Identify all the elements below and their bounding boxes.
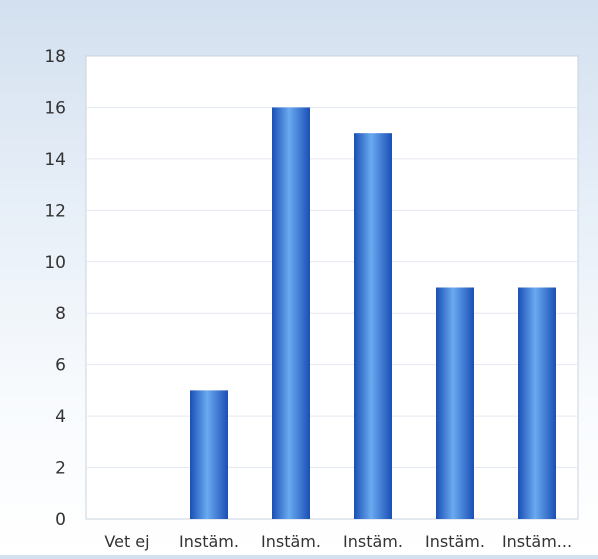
- bar: [190, 390, 228, 519]
- x-tick-label: Instäm.: [343, 532, 403, 551]
- bars: [190, 107, 556, 519]
- x-tick-label: Instäm...: [502, 532, 572, 551]
- y-tick-label: 2: [55, 459, 66, 479]
- x-axis: Vet ej Instäm. Instäm. Instäm. Instäm. Instäm…: [104, 532, 572, 551]
- x-tick-label: Instäm.: [425, 532, 485, 551]
- y-tick-label: 18: [44, 47, 66, 67]
- y-tick-label: 6: [55, 356, 66, 376]
- bar: [354, 133, 392, 519]
- y-tick-label: 16: [44, 98, 66, 118]
- plot-area: [85, 55, 579, 520]
- bar: [436, 287, 474, 519]
- x-tick-label: Instäm.: [261, 532, 321, 551]
- y-tick-label: 12: [44, 201, 66, 221]
- gridlines: [86, 106, 578, 469]
- bar: [272, 107, 310, 519]
- y-tick-label: 10: [44, 253, 66, 273]
- x-tick-label: Instäm.: [179, 532, 239, 551]
- y-tick-label: 14: [44, 150, 66, 170]
- x-tick-label: Vet ej: [104, 532, 149, 551]
- y-axis: 0 2 4 6 8 10 12 14 16 18: [44, 47, 66, 530]
- y-tick-label: 4: [55, 407, 66, 427]
- y-tick-label: 0: [55, 510, 66, 530]
- bar: [518, 287, 556, 519]
- y-tick-label: 8: [55, 304, 66, 324]
